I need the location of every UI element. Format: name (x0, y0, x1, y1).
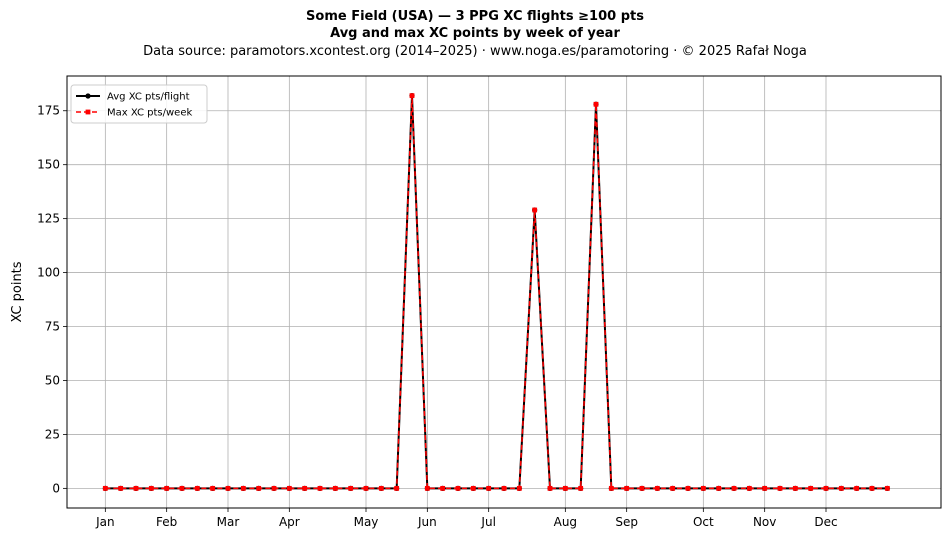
x-tick-label: Jun (417, 515, 437, 529)
data-point-max (210, 485, 216, 491)
legend: Avg XC pts/flight Max XC pts/week (70, 84, 208, 124)
chart-data-source: Data source: paramotors.xcontest.org (20… (143, 44, 807, 59)
y-tick-label: 75 (45, 320, 60, 334)
data-point-max (854, 485, 860, 491)
series-line-avg (105, 94, 888, 490)
data-point-max (440, 485, 446, 491)
data-point-max (792, 485, 798, 491)
x-tick-label: Nov (753, 515, 776, 529)
legend-label: Avg XC pts/flight (107, 92, 190, 103)
y-tick-label: 50 (45, 373, 60, 387)
data-point-max (731, 485, 737, 491)
data-point-max (808, 485, 814, 491)
data-point-max (470, 485, 476, 491)
data-point-max (716, 485, 722, 491)
data-point-max (194, 485, 200, 491)
data-point-max (348, 485, 354, 491)
data-point-max (608, 485, 614, 491)
y-tick-label: 175 (37, 104, 60, 118)
x-tick-label: Mar (217, 515, 240, 529)
data-point-max (838, 485, 844, 491)
data-point-max (670, 485, 676, 491)
x-tick-label: Dec (814, 515, 837, 529)
data-point-max (394, 485, 400, 491)
data-point-max (823, 485, 829, 491)
y-tick-label: 100 (37, 266, 60, 280)
data-point-max (271, 485, 277, 491)
data-point-max (424, 485, 430, 491)
data-point-max (118, 485, 124, 491)
y-tick-label: 0 (52, 481, 60, 495)
chart-title-block: Some Field (USA) — 3 PPG XC flights ≥100… (0, 8, 950, 60)
data-point-max (532, 207, 538, 213)
data-point-max (501, 485, 507, 491)
x-tick-label: Oct (693, 515, 714, 529)
y-tick-label: 150 (37, 158, 60, 172)
data-point-max (639, 485, 645, 491)
data-point-max (256, 485, 262, 491)
legend-swatch-marker (85, 109, 91, 115)
y-tick-label: 25 (45, 427, 60, 441)
data-point-max (240, 485, 246, 491)
legend-label: Max XC pts/week (107, 108, 192, 119)
x-tick-label: Jan (95, 515, 115, 529)
data-point-max (133, 485, 139, 491)
x-tick-label: Jul (480, 515, 495, 529)
data-point-max (286, 485, 292, 491)
data-point-max (317, 485, 323, 491)
data-point-max (363, 485, 369, 491)
x-tick-label: Feb (156, 515, 177, 529)
data-point-max (624, 485, 630, 491)
data-point-max (302, 485, 308, 491)
data-point-max (777, 485, 783, 491)
series-group (102, 93, 890, 491)
data-point-max (409, 93, 415, 99)
data-point-max (225, 485, 231, 491)
data-point-max (332, 485, 338, 491)
x-tick-label: Aug (554, 515, 577, 529)
y-axis-label: XC points (10, 261, 25, 322)
data-point-max (746, 485, 752, 491)
x-tick-label: Apr (279, 515, 300, 529)
data-point-max (578, 485, 584, 491)
data-point-max (455, 485, 461, 491)
legend-swatch-marker (85, 93, 91, 99)
grid-lines (67, 76, 941, 508)
x-tick-label: May (354, 515, 379, 529)
data-point-max (179, 485, 185, 491)
axis-ticks: Jan Feb Mar Apr May Jun Jul Aug Sep Oct Nov Dec 0 25 5… (37, 104, 838, 529)
data-point-max (164, 485, 170, 491)
data-point-max (869, 485, 875, 491)
data-point-max (593, 101, 599, 107)
data-point-max (884, 485, 890, 491)
data-point-max (685, 485, 691, 491)
legend-box (70, 84, 208, 124)
data-point-max (700, 485, 706, 491)
chart-title: Some Field (USA) — 3 PPG XC flights ≥100… (306, 9, 644, 24)
data-point-max (378, 485, 384, 491)
data-point-max (762, 485, 768, 491)
plot-frame (66, 75, 942, 509)
x-tick-label: Sep (615, 515, 638, 529)
data-point-max (516, 485, 522, 491)
data-point-max (654, 485, 660, 491)
data-point-max (547, 485, 553, 491)
series-line-max (105, 94, 888, 490)
y-tick-label: 125 (37, 212, 60, 226)
chart-subtitle-bold: Avg and max XC points by week of year (330, 26, 620, 41)
data-point-max (148, 485, 154, 491)
data-point-max (486, 485, 492, 491)
data-point-max (562, 485, 568, 491)
data-point-max (102, 485, 108, 491)
